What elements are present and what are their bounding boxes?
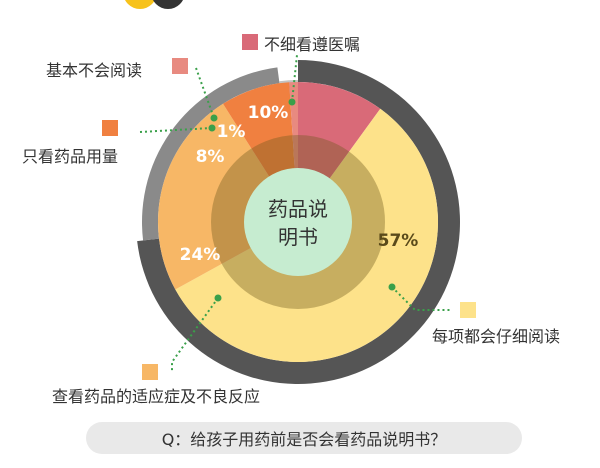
percentage-label: 8% bbox=[196, 147, 225, 167]
percentage-label: 57% bbox=[378, 231, 419, 251]
leader-lines bbox=[139, 54, 450, 372]
legend-label: 不细看遵医嘱 bbox=[264, 35, 360, 54]
leader-dot bbox=[214, 294, 222, 302]
logo-decoration bbox=[125, 0, 183, 9]
center-label-line1: 药品说 bbox=[268, 197, 328, 221]
percentage-label: 1% bbox=[217, 122, 246, 142]
legend-label: 查看药品的适应症及不良反应 bbox=[52, 387, 260, 406]
leader-dot bbox=[288, 98, 296, 106]
pie-slice bbox=[157, 103, 298, 290]
legend-swatch bbox=[102, 120, 118, 136]
leader-dot bbox=[210, 114, 218, 122]
question-box: Q：给孩子用药前是否会看药品说明书？ bbox=[86, 422, 522, 454]
percentage-label: 10% bbox=[248, 103, 289, 123]
leader-line bbox=[171, 297, 219, 372]
legend-swatch bbox=[242, 34, 258, 50]
center-disc bbox=[244, 168, 352, 276]
percentage-label: 24% bbox=[180, 245, 221, 265]
legend-label: 基本不会阅读 bbox=[46, 61, 142, 80]
leader-line bbox=[391, 286, 450, 311]
legend-swatch bbox=[460, 302, 476, 318]
legend-label: 每项都会仔细阅读 bbox=[432, 327, 560, 346]
inner-ring bbox=[211, 135, 385, 309]
leader-line bbox=[139, 127, 213, 133]
leader-dot bbox=[208, 124, 216, 132]
percentage-labels: 10% 57% 24% 8% 1% bbox=[180, 103, 419, 265]
question-text: Q：给孩子用药前是否会看药品说明书？ bbox=[161, 430, 447, 449]
legend-swatch bbox=[172, 58, 188, 74]
legend-label: 只看药品用量 bbox=[22, 147, 118, 166]
leader-line bbox=[195, 67, 215, 119]
center-label-line2: 明书 bbox=[278, 225, 318, 249]
legend-swatch bbox=[142, 364, 158, 380]
leader-dot bbox=[388, 283, 396, 291]
outer-ring-segment bbox=[142, 67, 280, 241]
